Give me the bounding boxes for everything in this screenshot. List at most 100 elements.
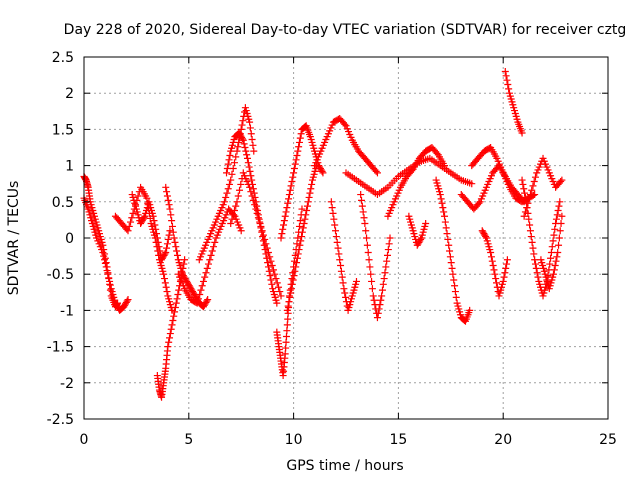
data-point — [292, 156, 300, 164]
series-arc-2 — [80, 194, 132, 314]
data-point — [503, 256, 511, 264]
data-point — [202, 269, 210, 277]
grid-lines — [84, 57, 608, 419]
data-point — [243, 151, 251, 159]
data-point — [161, 250, 169, 258]
data-point — [272, 275, 280, 283]
data-point — [276, 288, 284, 296]
data-point — [238, 121, 246, 129]
data-point — [417, 235, 425, 243]
data-point — [243, 154, 251, 162]
data-point — [223, 169, 231, 177]
data-point — [140, 214, 148, 222]
data-point — [239, 117, 247, 125]
data-point — [203, 297, 211, 305]
data-point — [289, 276, 297, 284]
data-point — [330, 215, 338, 223]
data-point — [169, 228, 177, 236]
data-point — [373, 169, 381, 177]
data-point — [163, 192, 171, 200]
data-point — [504, 81, 512, 89]
data-point — [376, 301, 384, 309]
data-point — [295, 222, 303, 230]
data-point — [448, 264, 456, 272]
data-point — [518, 129, 526, 137]
data-point — [524, 199, 532, 207]
data-point — [555, 202, 563, 210]
data-point — [236, 186, 244, 194]
data-point — [530, 178, 538, 186]
data-point — [318, 167, 326, 175]
data-point — [383, 257, 391, 265]
data-point — [246, 124, 254, 132]
data-point — [386, 234, 394, 242]
y-tick-label: -2.5 — [47, 412, 74, 428]
data-point — [487, 253, 495, 261]
series-arc-4 — [128, 191, 174, 264]
data-point — [558, 212, 566, 220]
data-point — [106, 277, 114, 285]
y-tick-label: -1 — [60, 303, 74, 319]
data-point — [297, 237, 305, 245]
data-point — [501, 269, 509, 277]
data-point — [555, 234, 563, 242]
data-point — [531, 256, 539, 264]
data-point — [222, 193, 230, 201]
data-point — [500, 273, 508, 281]
data-point — [528, 238, 536, 246]
data-point — [153, 230, 161, 238]
data-point — [164, 196, 172, 204]
data-point — [281, 212, 289, 220]
data-point — [168, 222, 176, 230]
data-point — [223, 164, 231, 172]
data-point — [149, 212, 157, 220]
data-point — [286, 186, 294, 194]
data-point — [285, 298, 293, 306]
data-point — [553, 253, 561, 261]
data-point — [285, 195, 293, 203]
x-tick-label: 25 — [599, 432, 617, 448]
data-point — [499, 277, 507, 285]
data-point — [269, 266, 277, 274]
data-point — [124, 227, 132, 235]
data-point — [223, 189, 231, 197]
data-point — [304, 198, 312, 206]
data-point — [296, 241, 304, 249]
data-point — [546, 260, 554, 268]
data-point — [385, 240, 393, 248]
data-point — [341, 120, 349, 128]
data-point — [165, 231, 173, 239]
data-point — [173, 295, 181, 303]
data-point — [181, 256, 189, 264]
data-point — [152, 225, 160, 233]
data-point — [333, 238, 341, 246]
data-point — [374, 309, 382, 317]
data-point — [204, 296, 212, 304]
data-point — [294, 250, 302, 258]
data-point — [336, 256, 344, 264]
data-point — [553, 211, 561, 219]
data-point — [247, 188, 255, 196]
data-point — [440, 208, 448, 216]
data-point — [447, 259, 455, 267]
series-arc-23 — [478, 227, 511, 300]
data-point — [166, 334, 174, 342]
data-point — [533, 269, 541, 277]
data-point — [224, 160, 232, 168]
data-point — [166, 205, 174, 213]
data-point — [488, 257, 496, 265]
data-point — [237, 227, 245, 235]
data-point — [367, 270, 375, 278]
data-point — [444, 235, 452, 243]
series-arc-24 — [501, 67, 526, 137]
data-point — [368, 277, 376, 285]
data-point — [358, 202, 366, 210]
data-point — [547, 254, 555, 262]
data-point — [550, 266, 558, 274]
data-point — [228, 215, 236, 223]
data-point — [229, 211, 237, 219]
series-arc-7 — [174, 205, 245, 307]
series-arc-11 — [273, 205, 306, 380]
data-point — [475, 199, 483, 207]
